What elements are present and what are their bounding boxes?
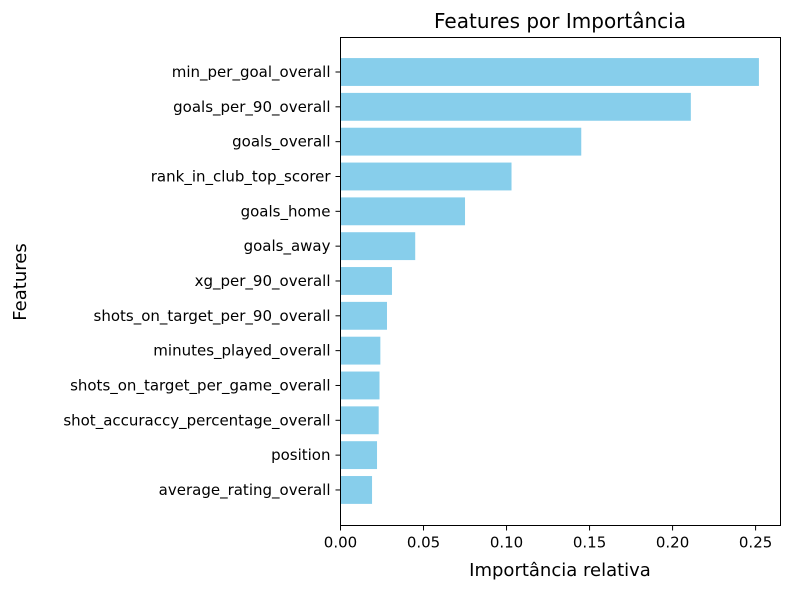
bar-goals_per_90_overall <box>340 92 691 121</box>
y-tick-label: position <box>271 446 330 464</box>
x-axis-ticks: 0.00 0.05 0.10 0.15 0.20 0.25 <box>324 525 772 552</box>
y-tick-label: min_per_goal_overall <box>172 63 331 82</box>
bar-xg_per_90_overall <box>340 267 392 295</box>
y-tick-label: goals_home <box>241 202 331 221</box>
y-tick-label: goals_away <box>244 237 331 256</box>
bar-goals_away <box>340 232 416 261</box>
bar-rank_in_club_top_scorer <box>340 162 512 191</box>
x-tick-label: 0.20 <box>656 534 689 552</box>
x-tick-label: 0.15 <box>573 534 606 552</box>
x-axis-label: Importância relativa <box>469 560 651 581</box>
bar-shots_on_target_per_game_overall <box>340 371 380 400</box>
y-tick-label: minutes_played_overall <box>153 342 330 361</box>
y-tick-label: rank_in_club_top_scorer <box>151 167 332 186</box>
y-tick-label: shots_on_target_per_90_overall <box>94 307 331 326</box>
bar-goals_overall <box>340 127 582 156</box>
y-tick-label: shot_accuraccy_percentage_overall <box>63 411 330 430</box>
y-axis-label: Features <box>10 243 31 320</box>
bar-shot_accuraccy_percentage_overall <box>340 406 379 435</box>
y-tick-label: average_rating_overall <box>159 481 331 500</box>
bars-group <box>340 58 759 504</box>
bar-average_rating_overall <box>340 476 373 504</box>
bar-position <box>340 441 378 470</box>
chart-title: Features por Importância <box>434 9 686 33</box>
bar-goals_home <box>340 197 466 226</box>
plot-frame <box>340 37 781 526</box>
y-tick-label: goals_per_90_overall <box>173 98 330 117</box>
x-tick-label: 0.00 <box>324 534 357 552</box>
x-tick-label: 0.10 <box>490 534 523 552</box>
x-tick-label: 0.05 <box>407 534 440 552</box>
bar-minutes_played_overall <box>340 336 381 365</box>
y-tick-label: xg_per_90_overall <box>195 272 331 291</box>
y-axis-ticks: min_per_goal_overall goals_per_90_overall… <box>63 63 341 500</box>
bar-min_per_goal_overall <box>340 58 759 86</box>
x-tick-label: 0.25 <box>739 534 772 552</box>
y-tick-label: goals_overall <box>232 133 330 152</box>
y-tick-label: shots_on_target_per_game_overall <box>70 376 330 395</box>
bar-shots_on_target_per_90_overall <box>340 301 387 330</box>
